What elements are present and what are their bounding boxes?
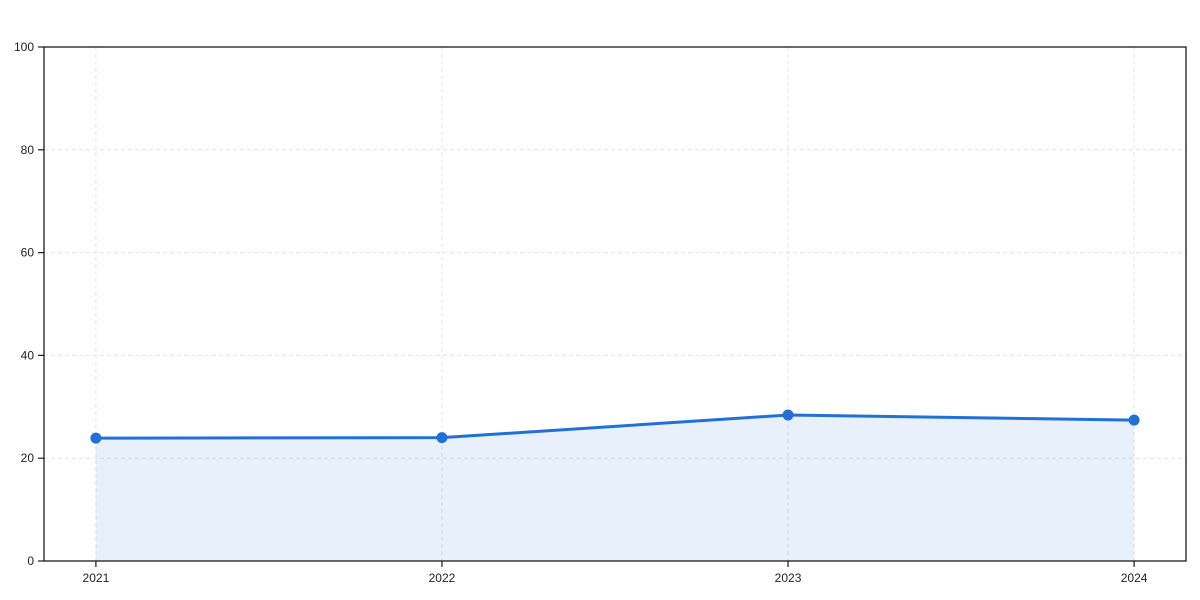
y-tick-label: 20 bbox=[21, 451, 35, 465]
data-point-2022 bbox=[436, 432, 448, 444]
x-tick-label: 2023 bbox=[775, 571, 802, 585]
data-point-2021 bbox=[90, 432, 102, 444]
data-point-2023 bbox=[782, 409, 794, 421]
y-tick-label: 60 bbox=[21, 246, 35, 260]
y-tick-label: 100 bbox=[14, 40, 34, 54]
y-tick-label: 40 bbox=[21, 348, 35, 362]
x-tick-label: 2022 bbox=[429, 571, 456, 585]
area-fill bbox=[95, 415, 1135, 561]
trend-line bbox=[94, 413, 1136, 440]
axes-spines bbox=[43, 46, 1187, 562]
data-point-2024 bbox=[1128, 414, 1140, 426]
x-tick-label: 2024 bbox=[1121, 571, 1148, 585]
y-tick-label: 80 bbox=[21, 143, 35, 157]
y-tick-label: 0 bbox=[27, 554, 34, 568]
ticks-group: 0 20 40 60 80 100 2021 2022 2023 2024 bbox=[14, 40, 1148, 585]
x-tick-label: 2021 bbox=[83, 571, 110, 585]
